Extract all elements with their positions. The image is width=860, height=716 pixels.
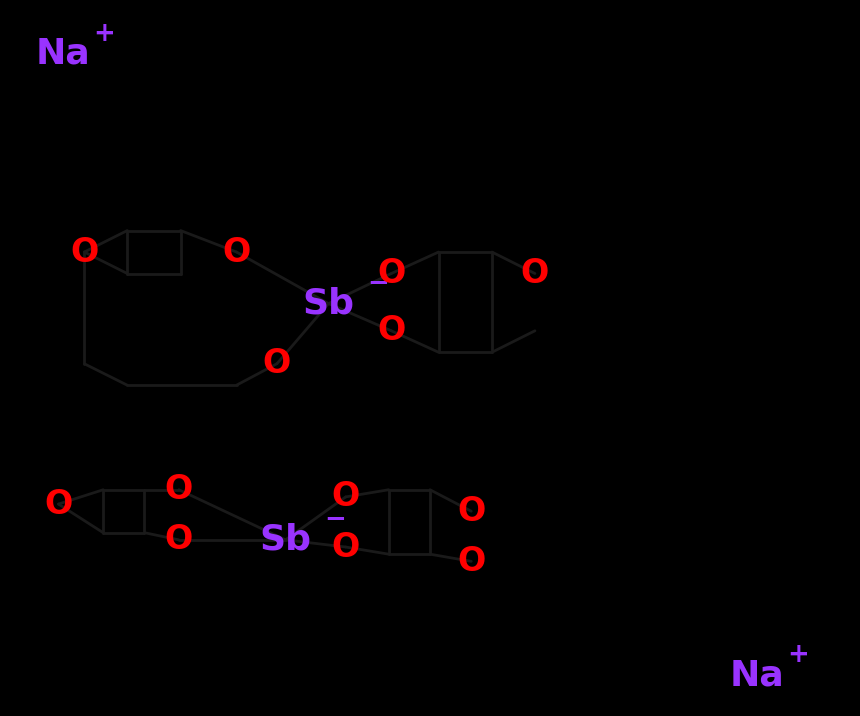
Text: Sb: Sb [303,286,354,321]
Text: O: O [223,236,250,268]
Text: Sb: Sb [260,523,311,557]
Text: O: O [165,523,193,556]
Text: O: O [378,314,405,347]
Text: +: + [787,642,809,668]
Text: O: O [378,257,405,290]
Text: O: O [458,545,485,578]
Text: O: O [332,531,359,563]
Text: Na: Na [35,37,90,71]
Text: O: O [71,236,98,268]
Text: +: + [93,21,115,47]
Text: −: − [324,507,347,533]
Text: O: O [263,347,291,380]
Text: O: O [45,488,72,521]
Text: O: O [165,473,193,506]
Text: Na: Na [729,658,784,692]
Text: −: − [367,271,390,296]
Text: O: O [458,495,485,528]
Text: O: O [332,480,359,513]
Text: O: O [521,257,549,290]
